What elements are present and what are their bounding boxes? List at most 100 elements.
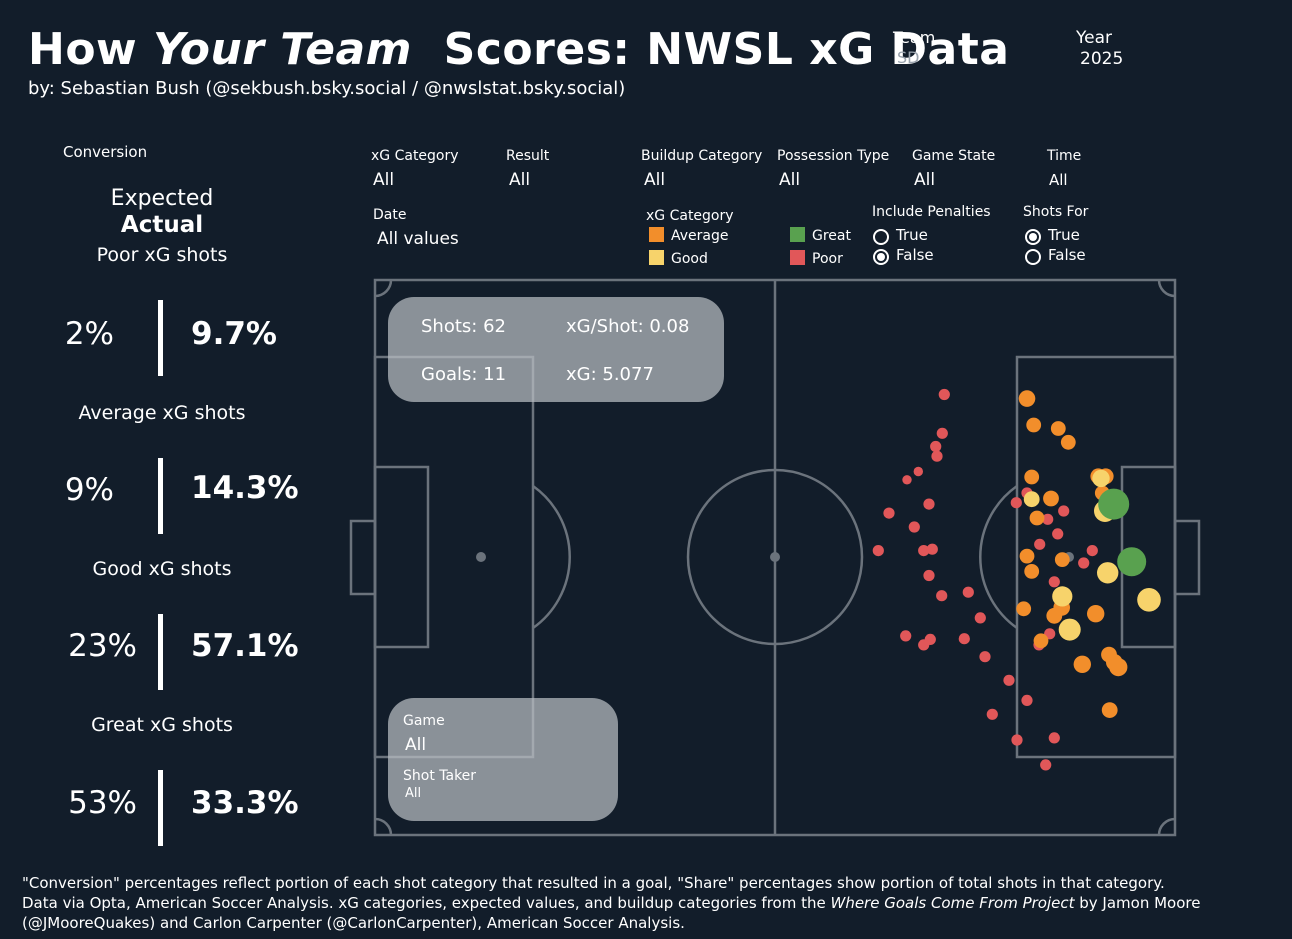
poor-row-label: Poor xG shots	[96, 244, 228, 266]
team-filter-value[interactable]: SD	[897, 48, 920, 67]
legend-swatch-good[interactable]	[649, 250, 664, 265]
shot-point-poor[interactable]	[936, 427, 948, 439]
shot-point-average[interactable]	[1054, 552, 1070, 567]
shot-point-poor[interactable]	[900, 630, 912, 642]
shot-point-average[interactable]	[1043, 490, 1059, 507]
shot-point-average[interactable]	[1024, 564, 1040, 579]
shot-point-good[interactable]	[1023, 491, 1040, 508]
right-penalty-arc	[979, 484, 1018, 630]
shot-point-poor[interactable]	[1034, 538, 1046, 550]
shot-point-poor[interactable]	[872, 545, 884, 557]
legend-title: xG Category	[646, 208, 734, 224]
shot-point-average[interactable]	[1087, 605, 1105, 623]
good-row-label: Good xG shots	[92, 558, 232, 580]
shot-point-poor[interactable]	[918, 639, 930, 651]
shot-point-poor[interactable]	[1003, 674, 1015, 686]
shot-point-poor[interactable]	[1048, 576, 1060, 588]
shot-point-poor[interactable]	[931, 450, 943, 462]
shots-for-filter-label: Shots For	[1023, 204, 1089, 220]
shot-point-good[interactable]	[1137, 588, 1161, 612]
penalties-false-radio[interactable]	[873, 249, 889, 265]
shot-point-average[interactable]	[1033, 633, 1049, 649]
shot-point-average[interactable]	[1073, 655, 1092, 673]
shot-point-good[interactable]	[1097, 562, 1119, 584]
buildup-filter[interactable]: All	[644, 170, 666, 190]
shot-point-average[interactable]	[1050, 421, 1066, 436]
result-filter[interactable]: All	[509, 170, 531, 190]
time-filter-label: Time	[1047, 148, 1082, 164]
footer-line-1: "Conversion" percentages reflect portion…	[22, 874, 1165, 892]
shot-point-poor[interactable]	[923, 498, 935, 510]
shot-point-poor[interactable]	[883, 507, 895, 519]
shot-point-poor[interactable]	[918, 545, 930, 557]
xg-per-shot: xG/Shot: 0.08	[566, 316, 690, 337]
penalties-true-radio[interactable]	[873, 229, 889, 245]
shot-point-poor[interactable]	[958, 633, 970, 645]
legend-swatch-poor[interactable]	[790, 250, 805, 265]
corner-arc	[1157, 817, 1176, 836]
time-filter[interactable]: All	[1049, 171, 1068, 189]
shot-point-poor[interactable]	[930, 440, 942, 453]
legend-label-average: Average	[671, 228, 729, 244]
expected-legend: Expected	[110, 186, 214, 211]
legend-swatch-great[interactable]	[790, 227, 805, 242]
shot-point-average[interactable]	[1060, 434, 1076, 450]
shot-point-poor[interactable]	[1078, 557, 1090, 569]
shot-point-poor[interactable]	[979, 651, 991, 663]
shot-point-average[interactable]	[1016, 601, 1032, 617]
game-filter[interactable]: All	[405, 735, 427, 755]
shot-point-poor[interactable]	[1011, 734, 1023, 746]
shot-point-poor[interactable]	[923, 569, 935, 582]
shot-point-average[interactable]	[1026, 417, 1042, 433]
shot-taker-filter-label: Shot Taker	[403, 768, 477, 784]
shots-for-true-radio[interactable]	[1025, 229, 1041, 245]
shot-point-poor[interactable]	[936, 590, 948, 602]
shots-for-false-radio[interactable]	[1025, 249, 1041, 265]
left-goal	[349, 519, 377, 596]
legend-swatch-average[interactable]	[649, 227, 664, 242]
shot-point-good[interactable]	[1052, 586, 1073, 607]
shot-point-poor[interactable]	[908, 521, 920, 533]
shot-point-good[interactable]	[1092, 469, 1110, 488]
buildup-filter-label: Buildup Category	[641, 148, 763, 164]
result-filter-label: Result	[506, 148, 550, 164]
shot-point-poor[interactable]	[986, 708, 998, 720]
shot-point-average[interactable]	[1101, 702, 1118, 718]
shot-point-average[interactable]	[1019, 548, 1035, 564]
shot-point-poor[interactable]	[962, 586, 974, 598]
shot-point-great[interactable]	[1117, 547, 1147, 577]
year-filter-value[interactable]: 2025	[1080, 49, 1124, 69]
shot-point-average[interactable]	[1029, 510, 1045, 526]
shot-point-poor[interactable]	[926, 543, 938, 555]
shot-point-poor[interactable]	[902, 475, 912, 485]
shot-point-average[interactable]	[1109, 658, 1128, 677]
shot-taker-filter[interactable]: All	[405, 786, 422, 801]
shot-point-poor[interactable]	[1048, 732, 1060, 744]
possession-filter[interactable]: All	[779, 170, 801, 190]
shot-point-poor[interactable]	[1058, 505, 1070, 517]
shot-point-poor[interactable]	[974, 612, 986, 624]
shot-point-poor[interactable]	[1086, 545, 1098, 557]
date-filter[interactable]: All values	[377, 229, 459, 249]
shot-point-good[interactable]	[1058, 618, 1081, 641]
average-expected: 9%	[64, 472, 114, 508]
game-state-filter-label: Game State	[912, 148, 996, 164]
shot-point-poor[interactable]	[1042, 513, 1054, 525]
shot-point-poor[interactable]	[1010, 497, 1022, 509]
left-penalty-box	[373, 355, 535, 759]
shots-count: Shots: 62	[421, 316, 506, 337]
shot-point-poor[interactable]	[1040, 759, 1052, 771]
game-state-filter[interactable]: All	[914, 170, 936, 190]
footer-notes: "Conversion" percentages reflect portion…	[22, 873, 1272, 933]
penalty-spot	[476, 552, 486, 562]
game-filter-label: Game	[403, 713, 445, 729]
shot-point-poor[interactable]	[1021, 694, 1033, 707]
shot-point-poor[interactable]	[1052, 528, 1064, 540]
shot-point-average[interactable]	[1018, 390, 1036, 407]
shot-point-poor[interactable]	[913, 466, 923, 477]
conversion-title: Conversion	[63, 143, 148, 161]
shot-point-average[interactable]	[1024, 469, 1040, 485]
xg-category-filter[interactable]: All	[373, 170, 395, 190]
shot-point-great[interactable]	[1098, 488, 1130, 520]
shot-point-poor[interactable]	[938, 388, 950, 401]
